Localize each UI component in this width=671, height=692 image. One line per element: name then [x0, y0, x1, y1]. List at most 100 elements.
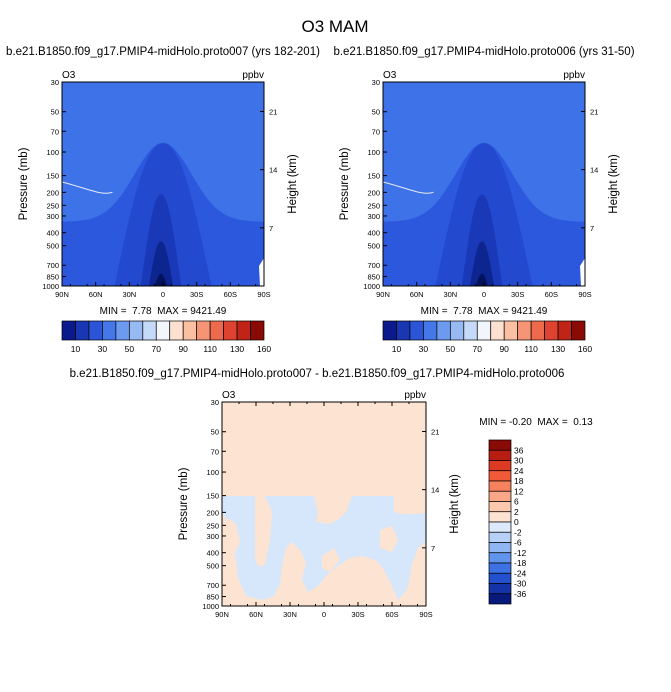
ytick-label: 100	[46, 148, 59, 157]
ytick-label: 150	[206, 492, 219, 501]
colorbar-box	[488, 593, 512, 605]
ytick-label: 700	[206, 581, 219, 590]
ytick-label: 30	[211, 398, 219, 407]
colorbar-box	[530, 320, 545, 341]
xtick-label: 0	[482, 290, 486, 299]
panel-right-title: b.e21.B1850.f09_g17.PMIP4-midHolo.proto0…	[333, 46, 634, 58]
colorbar-box	[488, 531, 512, 543]
colorbar-label: 130	[551, 344, 565, 354]
colorbar-label: 10	[392, 344, 402, 354]
panel-difference-right-axis-label: Height (km)	[449, 474, 461, 534]
panel-left: b.e21.B1850.f09_g17.PMIP4-midHolo.proto0…	[6, 46, 320, 354]
colorbar-box	[476, 320, 492, 341]
panel-right-stats: MIN = 7.78 MAX = 9421.49	[421, 306, 548, 317]
colorbar-label: -30	[514, 579, 527, 589]
xtick-label: 60S	[545, 290, 558, 299]
colorbar-label: 50	[125, 344, 135, 354]
right-tick-label: 14	[590, 166, 598, 175]
contour-core	[475, 273, 488, 286]
diff-positive-patch-4	[380, 526, 398, 552]
colorbar-label: 0	[514, 517, 519, 527]
panel-right-colorbar: 10 30 50 70 90 110 130 160	[382, 320, 592, 354]
xtick-label: 30N	[283, 610, 297, 619]
xtick-label: 30N	[443, 290, 457, 299]
colorbar-box	[544, 320, 559, 341]
colorbar-box	[488, 521, 512, 533]
colorbar-box	[488, 490, 512, 502]
ytick-label: 400	[367, 229, 380, 238]
colorbar-box	[490, 320, 505, 341]
contour-band	[62, 82, 264, 222]
colorbar-box	[436, 320, 451, 341]
colorbar-box	[423, 320, 438, 341]
ytick-label: 50	[51, 108, 59, 117]
colorbar-label: 10	[71, 344, 81, 354]
diff-positive-patch-3	[322, 548, 340, 572]
ytick-label: 100	[206, 468, 219, 477]
colorbar-label: 6	[514, 497, 519, 507]
panel-left-stats: MIN = 7.78 MAX = 9421.49	[100, 306, 227, 317]
panel-left-right-axis-label: Height (km)	[287, 154, 299, 214]
colorbar-box	[102, 320, 117, 341]
contour-band	[383, 82, 585, 222]
ytick-label: 200	[46, 188, 59, 197]
colorbar-box	[449, 320, 465, 341]
colorbar-box	[488, 542, 512, 554]
ytick-label: 500	[367, 242, 380, 251]
ytick-label: 1000	[363, 282, 380, 291]
diff-negative-region	[222, 496, 426, 600]
colorbar-box	[250, 320, 265, 341]
contour-core	[461, 194, 503, 286]
xtick-label: 90N	[376, 290, 390, 299]
panel-right-contours	[383, 82, 585, 286]
colorbar-label: 160	[578, 344, 592, 354]
xtick-label: 90S	[257, 290, 270, 299]
colorbar-box	[61, 320, 76, 341]
colorbar-label: 70	[152, 344, 162, 354]
panel-right: b.e21.B1850.f09_g17.PMIP4-midHolo.proto0…	[333, 46, 634, 354]
ytick-label: 200	[206, 508, 219, 517]
right-tick-label: 14	[431, 486, 439, 495]
colorbar-box	[488, 583, 512, 595]
xtick-label: 30S	[351, 610, 364, 619]
ytick-label: 700	[46, 261, 59, 270]
xtick-label: 30S	[511, 290, 524, 299]
colorbar-label: -36	[514, 589, 527, 599]
ytick-label: 70	[372, 127, 380, 136]
ytick-label: 1000	[42, 282, 59, 291]
ytick-label: 250	[367, 201, 380, 210]
colorbar-box	[88, 320, 103, 341]
colorbar-box	[488, 439, 512, 451]
colorbar-label: -24	[514, 568, 527, 578]
colorbar-label: 36	[514, 445, 524, 455]
panel-difference-title: b.e21.B1850.f09_g17.PMIP4-midHolo.proto0…	[70, 368, 565, 380]
ytick-label: 700	[367, 261, 380, 270]
ytick-label: 30	[372, 78, 380, 87]
colorbar-label: 30	[419, 344, 429, 354]
panel-difference: b.e21.B1850.f09_g17.PMIP4-midHolo.proto0…	[70, 368, 594, 619]
xtick-label: 60N	[249, 610, 263, 619]
ytick-label: 30	[51, 78, 59, 87]
colorbar-label: -12	[514, 548, 527, 558]
ytick-label: 50	[211, 428, 219, 437]
colorbar-box	[142, 320, 157, 341]
colorbar-label: 12	[514, 486, 524, 496]
colorbar-label: 18	[514, 476, 524, 486]
right-tick-label: 21	[269, 107, 277, 116]
panel-left-variable: O3	[62, 70, 76, 81]
xtick-label: 90S	[419, 610, 432, 619]
panel-left-title: b.e21.B1850.f09_g17.PMIP4-midHolo.proto0…	[6, 46, 320, 58]
colorbar-box	[409, 320, 424, 341]
panel-left-units: ppbv	[242, 70, 264, 81]
colorbar-box	[571, 320, 586, 341]
colorbar-box	[209, 320, 224, 341]
missing-data-region	[580, 258, 585, 286]
ytick-label: 70	[51, 127, 59, 136]
xtick-label: 0	[161, 290, 165, 299]
colorbar-box	[182, 320, 198, 341]
ytick-label: 100	[367, 148, 380, 157]
ytick-label: 300	[46, 212, 59, 221]
figure-title: O3 MAM	[301, 17, 368, 36]
ytick-label: 300	[367, 212, 380, 221]
